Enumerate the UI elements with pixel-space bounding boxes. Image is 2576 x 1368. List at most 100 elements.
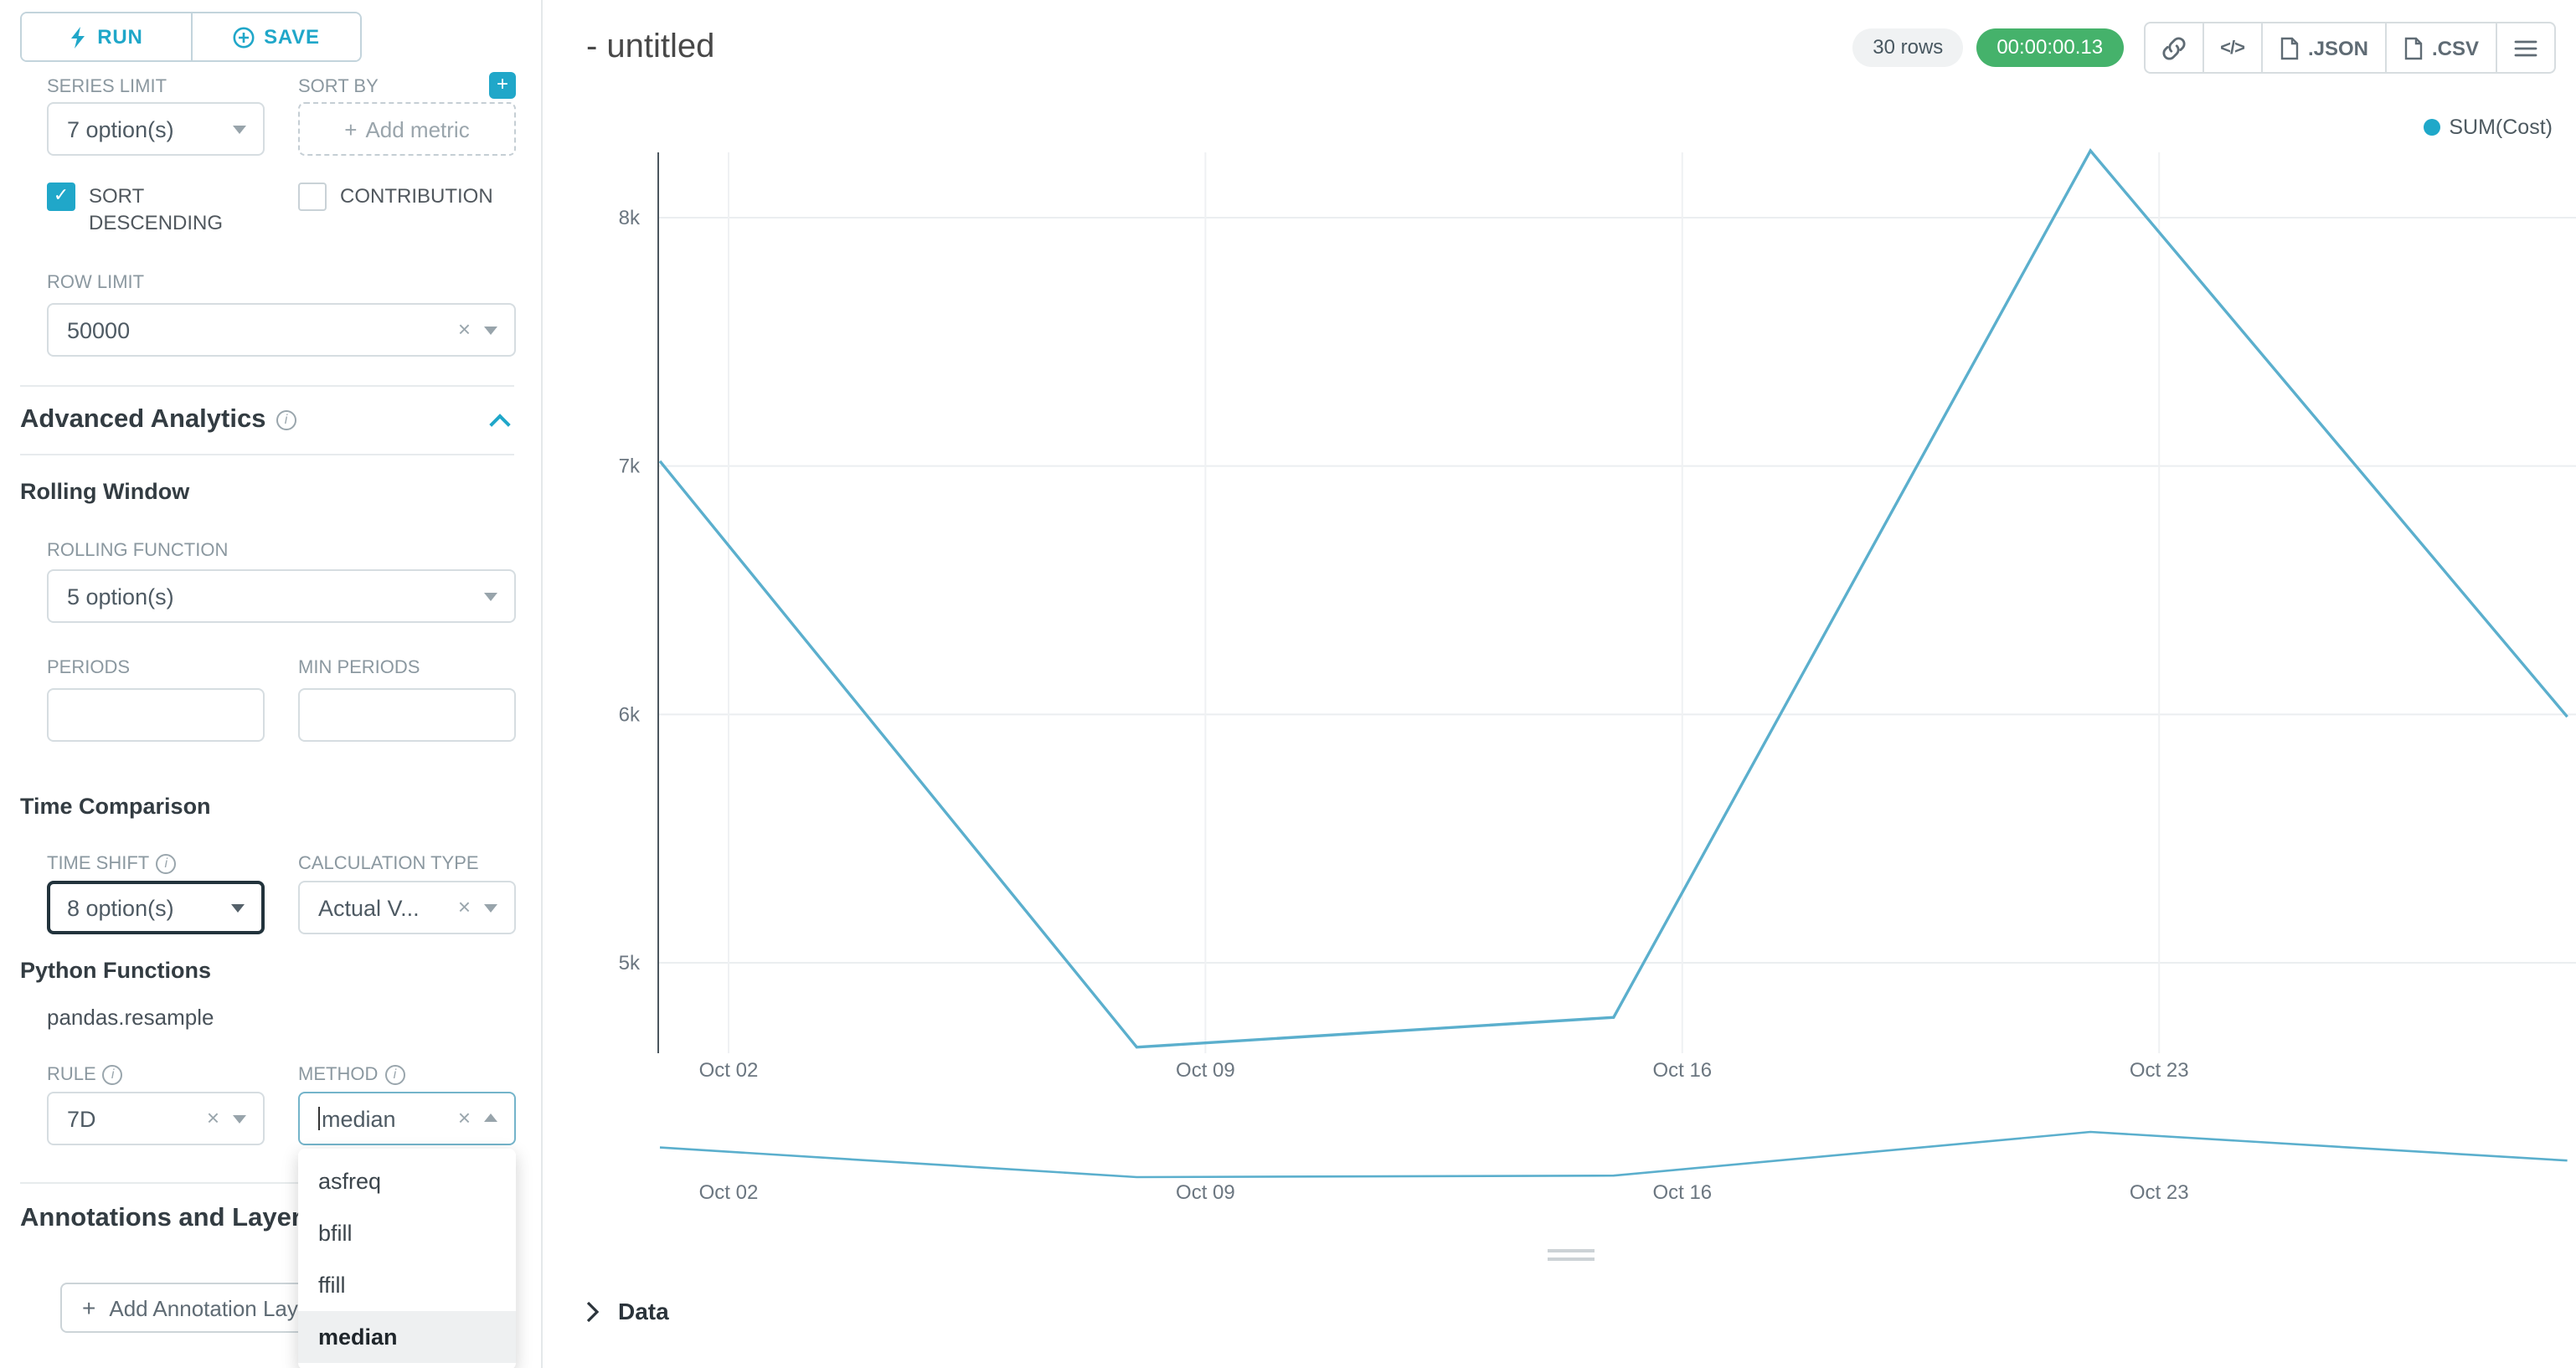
svg-text:5k: 5k <box>619 952 641 975</box>
chevron-up-icon <box>489 414 511 436</box>
method-option-bfill[interactable]: bfill <box>318 1221 353 1247</box>
svg-text:Oct 23: Oct 23 <box>2130 1181 2189 1204</box>
rolling-function-label: ROLLING FUNCTION <box>47 540 229 561</box>
info-icon[interactable]: i <box>156 853 177 874</box>
text-cursor <box>318 1106 320 1130</box>
add-metric-plus-button[interactable]: + <box>489 72 516 99</box>
code-icon: </> <box>2220 38 2245 58</box>
series-limit-select[interactable]: 7 option(s) <box>47 102 265 156</box>
data-panel-toggle[interactable]: Data <box>586 1298 669 1324</box>
plus-icon: + <box>82 1294 96 1322</box>
periods-label: PERIODS <box>47 657 131 678</box>
query-timer-badge: 00:00:00.13 <box>1976 28 2124 67</box>
method-option-asfreq[interactable]: asfreq <box>318 1169 382 1195</box>
clear-icon[interactable]: × <box>206 1105 219 1131</box>
calculation-type-label: CALCULATION TYPE <box>298 853 479 874</box>
save-button[interactable]: SAVE <box>190 13 360 60</box>
min-periods-input[interactable] <box>298 688 516 743</box>
rolling-function-value: 5 option(s) <box>67 584 174 609</box>
checkbox-checked-icon: ✓ <box>47 183 75 211</box>
sort-by-label: SORT BY <box>298 76 379 96</box>
row-limit-value: 50000 <box>67 317 131 343</box>
svg-text:Oct 02: Oct 02 <box>699 1059 759 1082</box>
export-csv-button[interactable]: .CSV <box>2386 22 2497 74</box>
rule-value: 7D <box>67 1106 96 1132</box>
menu-button[interactable] <box>2497 22 2556 74</box>
svg-text:Oct 09: Oct 09 <box>1176 1059 1235 1082</box>
info-icon[interactable]: i <box>102 1064 123 1085</box>
rolling-function-select[interactable]: 5 option(s) <box>47 569 516 624</box>
sort-by-add-metric[interactable]: + Add metric <box>298 102 516 156</box>
method-value-text: median <box>322 1106 396 1132</box>
main-chart-svg[interactable]: 8k 7k 6k 5k Oct 02 Oct 09 Oct 16 Oct 23 <box>543 139 2576 1102</box>
copy-link-button[interactable] <box>2143 22 2204 74</box>
controls-sidebar: RUN SAVE SERIES LIMIT SORT BY + 7 option… <box>0 0 543 1368</box>
legend-item-sum-cost[interactable]: SUM(Cost) <box>2424 116 2553 139</box>
time-comparison-title: Time Comparison <box>20 794 211 820</box>
add-annotation-label: Add Annotation Layer <box>109 1295 318 1321</box>
chevron-down-icon <box>231 904 245 913</box>
clear-icon[interactable]: × <box>457 1105 471 1131</box>
advanced-analytics-header[interactable]: Advanced Analytics i <box>20 388 514 455</box>
row-count-badge: 30 rows <box>1852 28 1964 67</box>
svg-text:6k: 6k <box>619 703 641 726</box>
sort-descending-label: SORT DESCENDING <box>89 184 224 235</box>
row-limit-label: ROW LIMIT <box>47 272 145 293</box>
svg-text:Oct 23: Oct 23 <box>2130 1059 2189 1082</box>
time-shift-select[interactable]: 8 option(s) <box>47 881 265 935</box>
contribution-label: CONTRIBUTION <box>340 184 493 208</box>
preview-chart-svg[interactable]: Oct 02 Oct 09 Oct 16 Oct 23 <box>543 1113 2576 1211</box>
export-button-group: </> .JSON .CSV <box>2143 22 2556 74</box>
legend-dot-icon <box>2424 119 2441 136</box>
annotations-title: Annotations and Layers <box>20 1204 317 1233</box>
chevron-down-icon <box>233 1115 246 1124</box>
python-functions-title: Python Functions <box>20 958 211 984</box>
row-limit-select[interactable]: 50000 × <box>47 303 516 357</box>
method-label-text: METHOD <box>298 1064 379 1085</box>
min-periods-label: MIN PERIODS <box>298 657 420 678</box>
rule-label-text: RULE <box>47 1064 96 1085</box>
run-button[interactable]: RUN <box>22 13 190 60</box>
method-option-ffill[interactable]: ffill <box>318 1273 346 1299</box>
panel-resize-grip[interactable] <box>1548 1249 1595 1266</box>
chevron-down-icon <box>484 904 497 913</box>
svg-text:7k: 7k <box>619 455 641 478</box>
info-icon[interactable]: i <box>276 410 296 431</box>
legend-label: SUM(Cost) <box>2449 116 2553 139</box>
save-button-label: SAVE <box>264 25 320 49</box>
file-icon <box>2280 36 2299 59</box>
link-icon <box>2161 36 2185 59</box>
time-shift-label: TIME SHIFT i <box>47 853 265 875</box>
contribution-checkbox[interactable]: CONTRIBUTION <box>298 183 516 211</box>
svg-text:Oct 09: Oct 09 <box>1176 1181 1235 1204</box>
checkbox-unchecked-icon <box>298 183 327 211</box>
pandas-resample-label: pandas.resample <box>47 1005 214 1031</box>
series-limit-label: SERIES LIMIT <box>47 76 167 96</box>
data-panel-label: Data <box>618 1298 669 1324</box>
calculation-type-select[interactable]: Actual V... × <box>298 881 516 935</box>
hamburger-menu-icon <box>2514 39 2537 56</box>
method-label: METHOD i <box>298 1064 516 1086</box>
method-value: median <box>318 1106 396 1132</box>
plus-circle-icon <box>232 26 254 48</box>
method-select[interactable]: median × <box>298 1092 516 1146</box>
run-button-label: RUN <box>97 25 143 49</box>
clear-icon[interactable]: × <box>457 316 471 342</box>
svg-text:Oct 02: Oct 02 <box>699 1181 759 1204</box>
export-json-label: .JSON <box>2307 36 2368 59</box>
time-shift-value: 8 option(s) <box>67 895 174 921</box>
export-json-button[interactable]: .JSON <box>2262 22 2387 74</box>
chart-title: - untitled <box>586 28 715 65</box>
sort-descending-checkbox[interactable]: ✓ SORT DESCENDING <box>47 183 265 237</box>
method-option-median[interactable]: median <box>298 1311 516 1364</box>
chevron-down-icon <box>233 126 246 134</box>
chart-header: - untitled 30 rows 00:00:00.13 </> <box>543 0 2576 74</box>
info-icon[interactable]: i <box>384 1064 405 1085</box>
clear-icon[interactable]: × <box>457 894 471 920</box>
rule-select[interactable]: 7D × <box>47 1092 265 1146</box>
calculation-type-value: Actual V... <box>318 895 420 921</box>
sort-by-placeholder: Add metric <box>365 116 470 141</box>
periods-input[interactable] <box>47 688 265 743</box>
embed-code-button[interactable]: </> <box>2203 22 2263 74</box>
